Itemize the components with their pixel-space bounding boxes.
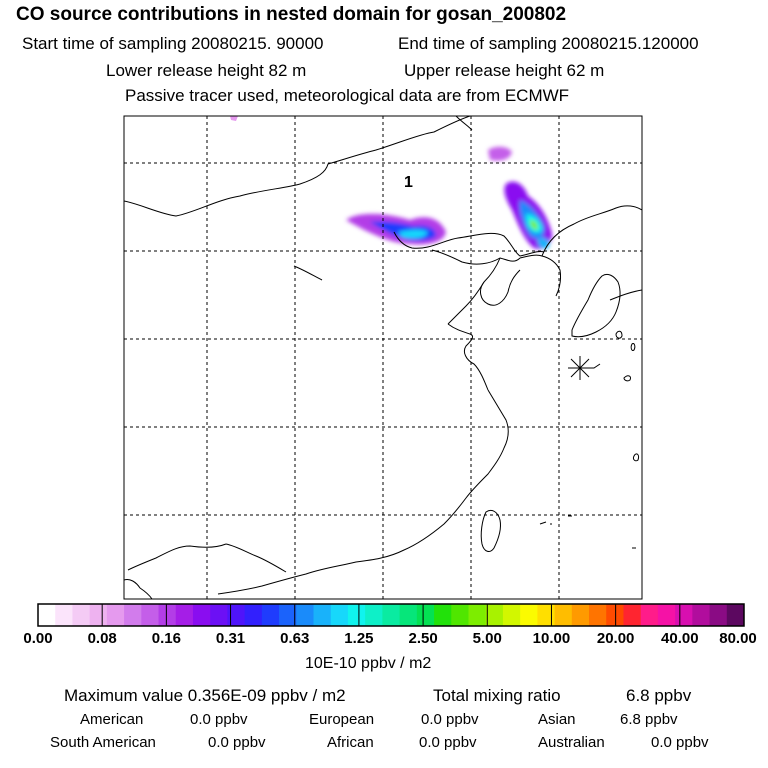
receptor-marker-icon xyxy=(568,356,592,380)
colorbar-swatch xyxy=(640,604,659,626)
colorbar-swatch xyxy=(296,604,315,626)
colorbar-swatch xyxy=(124,604,142,626)
asian-label: Asian xyxy=(538,711,576,728)
colorbar-swatch xyxy=(55,604,73,626)
concentration-plume-northeast xyxy=(488,146,552,250)
colorbar-tick-label: 40.00 xyxy=(661,630,699,647)
region-label: 1 xyxy=(404,174,413,191)
colorbar-swatch xyxy=(261,604,280,626)
colorbar-swatch xyxy=(520,604,538,626)
colorbar-swatch xyxy=(502,604,521,626)
australian-label: Australian xyxy=(538,734,605,751)
lower-release-height: Lower release height 82 m xyxy=(106,61,307,80)
colorbar-tick-label: 5.00 xyxy=(472,630,502,647)
colorbar-swatch xyxy=(485,604,504,626)
colorbar-swatch xyxy=(434,604,452,626)
colorbar-tick-label: 0.08 xyxy=(87,630,117,647)
colorbar xyxy=(37,603,745,627)
colorbar-frame xyxy=(37,603,745,627)
map-content xyxy=(124,116,642,599)
colorbar-swatch xyxy=(141,604,160,626)
colorbar-swatch xyxy=(158,604,177,626)
colorbar-tick-label: 0.16 xyxy=(151,630,181,647)
colorbar-tick-label: 0.31 xyxy=(215,630,246,647)
south-american-value: 0.0 ppbv xyxy=(208,734,266,751)
colorbar-swatch xyxy=(537,604,556,626)
colorbar-swatch xyxy=(692,604,711,626)
plume-edge xyxy=(230,116,238,121)
start-time: Start time of sampling 20080215. 90000 xyxy=(22,34,324,53)
colorbar-swatch xyxy=(451,604,469,626)
colorbar-swatch xyxy=(244,604,263,626)
colorbar-units: 10E-10 ppbv / m2 xyxy=(305,655,432,672)
total-mixing-value: 6.8 ppbv xyxy=(626,686,692,705)
total-mixing-label: Total mixing ratio xyxy=(433,686,561,705)
european-label: European xyxy=(309,711,375,728)
african-label: African xyxy=(327,734,374,751)
colorbar-swatch xyxy=(313,604,332,626)
colorbar-swatch xyxy=(399,604,418,626)
colorbar-swatch xyxy=(210,604,228,626)
concentration-plume-west xyxy=(346,213,446,245)
lat-lon-grid xyxy=(124,116,642,599)
colorbar-swatch xyxy=(89,604,108,626)
south-american-label: South American xyxy=(50,734,156,751)
colorbar-swatch xyxy=(227,604,246,626)
colorbar-swatch xyxy=(72,604,91,626)
colorbar-swatch xyxy=(347,604,366,626)
american-label: American xyxy=(80,711,144,728)
colorbar-swatch xyxy=(623,604,642,626)
colorbar-swatch xyxy=(192,604,211,626)
colorbar-swatch xyxy=(657,604,676,626)
european-value: 0.0 ppbv xyxy=(421,711,479,728)
colorbar-swatch xyxy=(279,604,297,626)
colorbar-swatch xyxy=(330,604,349,626)
colorbar-swatch xyxy=(106,604,125,626)
colorbar-tick-label: 80.00 xyxy=(719,630,757,647)
maximum-value: Maximum value 0.356E-09 ppbv / m2 xyxy=(64,686,346,705)
colorbar-swatch xyxy=(416,604,435,626)
upper-release-height: Upper release height 62 m xyxy=(404,61,605,80)
asian-value: 6.8 ppbv xyxy=(620,711,678,728)
colorbar-swatch xyxy=(554,604,573,626)
colorbar-swatch xyxy=(589,604,607,626)
colorbar-swatch xyxy=(709,604,728,626)
colorbar-swatch xyxy=(606,604,624,626)
colorbar-swatch xyxy=(468,604,487,626)
map-frame xyxy=(123,115,643,600)
tracer-note: Passive tracer used, meteorological data… xyxy=(125,86,570,105)
colorbar-swatch xyxy=(365,604,383,626)
african-value: 0.0 ppbv xyxy=(419,734,477,751)
colorbar-tick-label: 10.00 xyxy=(532,630,571,647)
american-value: 0.0 ppbv xyxy=(190,711,248,728)
colorbar-tick-label: 20.00 xyxy=(596,630,635,647)
colorbar-tick-label: 0.63 xyxy=(280,630,310,647)
colorbar-swatch xyxy=(726,604,745,626)
colorbar-tick-label: 0.00 xyxy=(23,630,53,647)
colorbar-swatch xyxy=(382,604,401,626)
colorbar-swatch xyxy=(675,604,693,626)
colorbar-tick-label: 1.25 xyxy=(344,630,374,647)
colorbar-tick-label: 2.50 xyxy=(408,630,438,647)
colorbar-swatch xyxy=(38,604,56,626)
plot-title: CO source contributions in nested domain… xyxy=(16,4,567,25)
colorbar-swatch xyxy=(175,604,194,626)
end-time: End time of sampling 20080215.120000 xyxy=(398,34,699,53)
australian-value: 0.0 ppbv xyxy=(651,734,709,751)
colorbar-swatch xyxy=(571,604,590,626)
